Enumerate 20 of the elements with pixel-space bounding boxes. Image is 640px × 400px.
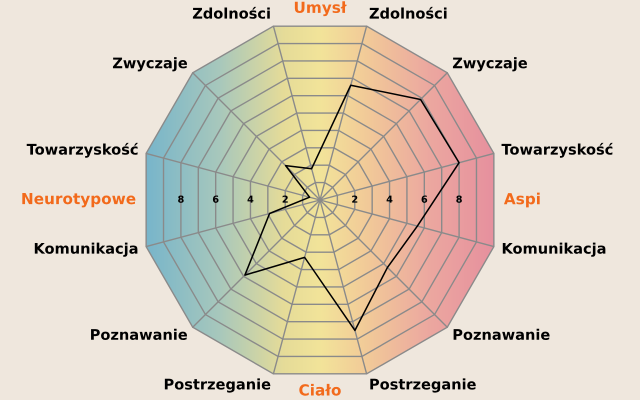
spoke-label: Komunikacja xyxy=(502,242,606,257)
spoke-label: Postrzeganie xyxy=(370,378,476,393)
spoke-label: Towarzyskość xyxy=(26,142,138,158)
spoke-label: Zwyczaje xyxy=(452,57,527,72)
spoke-label: Komunikacja xyxy=(34,242,138,257)
spoke-label: Poznawanie xyxy=(91,328,188,340)
text: 4 xyxy=(386,196,392,203)
text: 8 xyxy=(456,195,462,203)
text: 6 xyxy=(212,195,219,203)
spoke-label: Zdolności xyxy=(192,6,270,19)
spoke-label: Poznawanie xyxy=(454,328,550,340)
text: Aspi xyxy=(504,192,540,208)
text: Ciało xyxy=(299,384,341,396)
text: Umysł xyxy=(294,1,347,16)
spoke-label: Zwyczaje xyxy=(112,57,188,72)
spoke-label: Zdolności xyxy=(370,6,447,19)
text: 2 xyxy=(352,195,358,203)
spoke-label: Postrzeganie xyxy=(164,378,270,393)
text: Neurotypowe xyxy=(22,192,136,208)
spoke-label: Towarzyskość xyxy=(502,142,613,158)
